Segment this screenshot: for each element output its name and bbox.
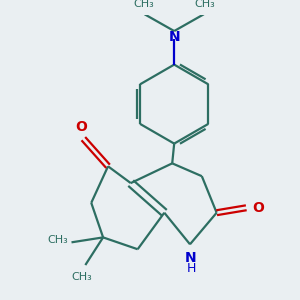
- Text: N: N: [168, 30, 180, 44]
- Text: N: N: [185, 251, 197, 265]
- Text: CH₃: CH₃: [194, 0, 215, 9]
- Text: O: O: [252, 201, 264, 215]
- Text: O: O: [75, 120, 87, 134]
- Text: H: H: [186, 262, 196, 275]
- Text: CH₃: CH₃: [133, 0, 154, 9]
- Text: CH₃: CH₃: [47, 236, 68, 245]
- Text: CH₃: CH₃: [71, 272, 92, 282]
